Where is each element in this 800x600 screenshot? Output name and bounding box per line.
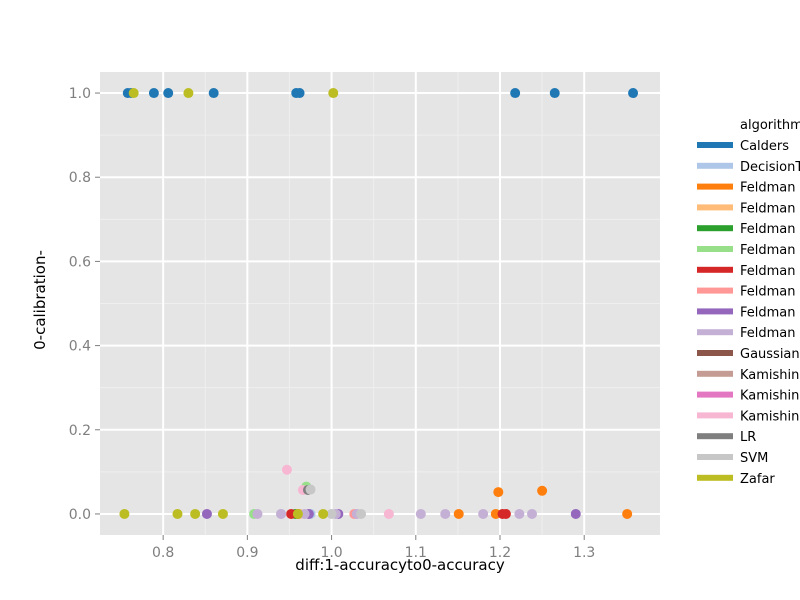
legend-swatch [697, 370, 733, 377]
legend-swatch [697, 162, 733, 169]
legend-label: Kamishin [740, 409, 799, 424]
data-point [493, 487, 504, 498]
legend-swatch [697, 391, 733, 398]
data-point [628, 88, 639, 99]
data-point [383, 508, 394, 519]
data-point [500, 508, 511, 519]
y-tick-label: 0.6 [69, 254, 91, 270]
data-point [549, 88, 560, 99]
legend-label: SVM [740, 451, 768, 466]
legend-swatch [697, 225, 733, 232]
legend-label: Feldman [740, 305, 796, 320]
legend-swatch [697, 433, 733, 440]
legend-label: Feldman [740, 264, 796, 279]
data-point [527, 508, 537, 519]
x-tick-label: 0.9 [236, 545, 258, 561]
x-tick-label: 1.2 [489, 545, 511, 561]
legend-swatch [697, 246, 733, 252]
y-axis-title: 0-calibration- [31, 250, 49, 350]
data-point [326, 508, 337, 519]
legend-label: Kamishin [740, 368, 799, 383]
data-points [119, 88, 639, 519]
data-point [328, 88, 339, 99]
legend-label: Feldman [740, 243, 796, 258]
legend-title: algorithm [740, 118, 800, 133]
legend-swatch [697, 454, 733, 460]
data-point [276, 508, 287, 519]
data-point [163, 88, 174, 99]
legend-label: Calders [740, 139, 789, 154]
data-point [281, 464, 292, 475]
y-tick-label: 0.0 [69, 507, 91, 523]
data-point [128, 88, 139, 99]
legend-label: Feldman [740, 201, 796, 216]
x-tick-label: 1.0 [320, 545, 342, 561]
y-tick-label: 1.0 [69, 86, 91, 102]
data-point [440, 508, 451, 519]
y-tick-label: 0.4 [69, 339, 91, 355]
legend-label: LR [740, 430, 756, 445]
y-tick-label: 0.8 [69, 170, 91, 186]
data-point [190, 508, 201, 519]
x-tick-label: 1.1 [405, 545, 427, 561]
legend-swatch [697, 350, 733, 356]
legend-label: Feldman [740, 181, 796, 196]
legend-swatch [697, 287, 733, 294]
y-axis-ticks: 0.0 0.2 0.4 0.6 0.8 1.0 [69, 86, 100, 523]
major-gridlines [100, 72, 660, 535]
data-point [148, 88, 159, 99]
data-point [570, 508, 581, 519]
data-point [514, 508, 525, 519]
minor-gridlines [100, 72, 660, 535]
x-tick-label: 0.8 [152, 545, 174, 561]
legend-swatch [697, 474, 733, 481]
data-point [217, 508, 228, 519]
data-point [172, 508, 183, 519]
x-axis-title: diff:1-accuracyto0-accuracy [295, 556, 505, 574]
legend-swatch [697, 204, 733, 211]
legend-swatch [697, 266, 733, 273]
data-point [292, 508, 303, 519]
data-point [537, 485, 548, 496]
legend-swatch [697, 308, 733, 315]
data-point [415, 508, 426, 519]
data-point [252, 508, 263, 519]
legend-swatch [697, 329, 733, 336]
data-point [356, 508, 367, 519]
x-tick-label: 1.3 [573, 545, 595, 561]
data-point [208, 88, 219, 99]
legend-label: DecisionT [740, 160, 800, 175]
data-point [510, 88, 521, 99]
legend-swatch [697, 412, 733, 419]
legend-swatch [697, 142, 733, 148]
legend-label: Gaussian [740, 347, 800, 362]
data-point [119, 508, 130, 519]
data-point [294, 88, 305, 99]
legend-swatch [697, 183, 733, 190]
x-axis-ticks: 0.8 0.9 1.0 1.1 1.2 1.3 [152, 535, 595, 561]
data-point [453, 508, 464, 519]
legend-label: Kamishin [740, 389, 799, 404]
data-point [183, 88, 194, 99]
data-point [201, 508, 212, 519]
data-point [318, 508, 329, 519]
data-point [622, 508, 633, 519]
data-point [478, 508, 489, 519]
legend-label: Feldman [740, 222, 796, 237]
y-tick-label: 0.2 [69, 423, 91, 439]
legend-label: Feldman [740, 326, 796, 341]
legend-label: Feldman [740, 285, 796, 300]
data-point [305, 484, 316, 495]
legend: algorithm Calders DecisionT Feldman Feldman… [697, 118, 800, 487]
legend-label: Zafar [740, 472, 775, 487]
